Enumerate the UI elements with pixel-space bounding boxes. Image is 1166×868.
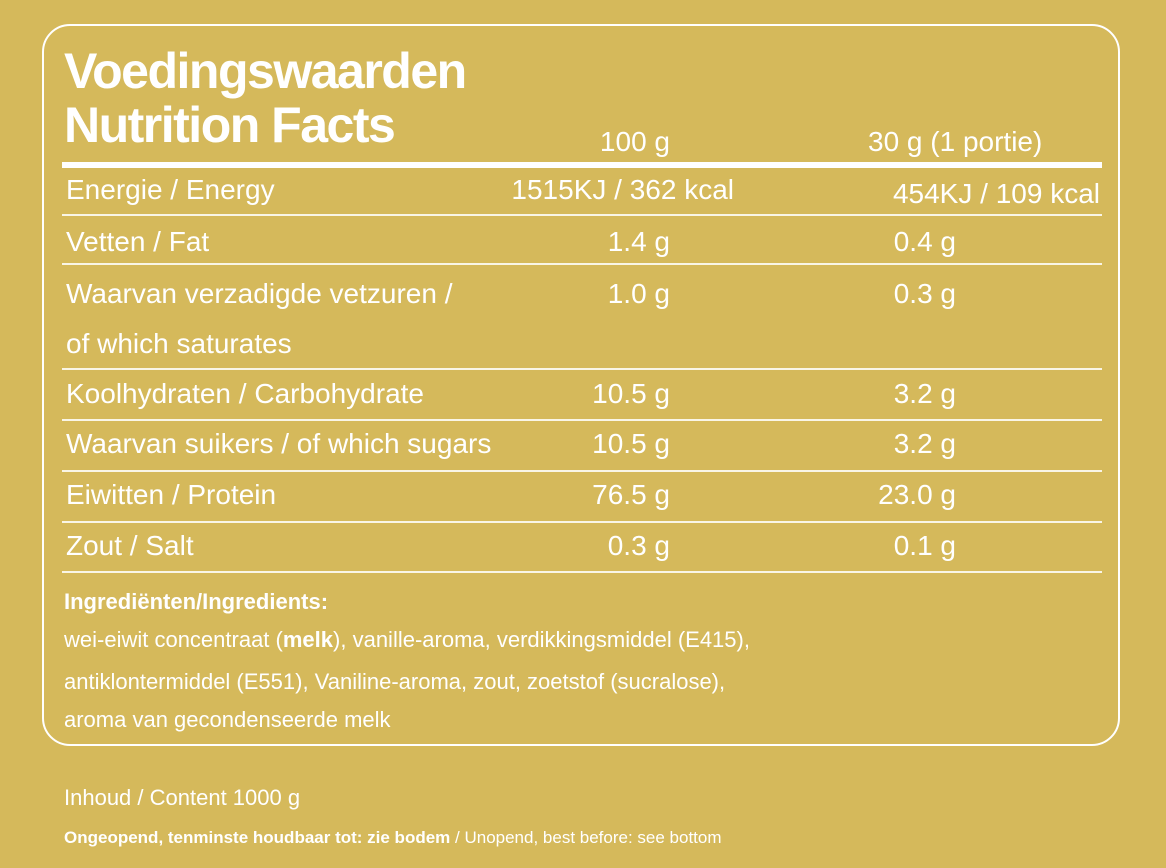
row-salt-100g: 0.3 g — [607, 530, 670, 561]
ingredients-line-3: aroma van gecondenseerde melk — [64, 707, 391, 732]
row-salt-label: Zout / Salt — [66, 530, 194, 561]
best-before-note: Ongeopend, tenminste houdbaar tot: zie b… — [64, 826, 722, 850]
row-protein-label: Eiwitten / Protein — [66, 479, 277, 510]
row-divider — [62, 419, 1102, 421]
row-saturates-portion: 0.3 g — [893, 278, 956, 309]
row-divider — [62, 470, 1102, 472]
row-protein-portion: 23.0 g — [878, 479, 956, 510]
nutrition-panel — [42, 24, 1120, 746]
best-before-english: / Unopend, best before: see bottom — [450, 828, 722, 847]
row-energy-portion: 454KJ / 109 kcal — [892, 178, 1100, 209]
column-header-100g: 100 g — [599, 126, 670, 157]
row-divider — [62, 214, 1102, 216]
ingredients-allergen: melk — [282, 627, 334, 652]
row-sugars-portion: 3.2 g — [893, 428, 956, 459]
row-protein-100g: 76.5 g — [592, 479, 670, 510]
row-sugars-label: Waarvan suikers / of which sugars — [66, 428, 492, 459]
row-saturates-label: Waarvan verzadigde vetzuren / — [66, 278, 453, 309]
best-before-dutch: Ongeopend, tenminste houdbaar tot: zie b… — [64, 828, 451, 847]
row-divider — [62, 368, 1102, 370]
row-saturates-label-line2: of which saturates — [66, 328, 292, 359]
row-carbohydrate-label: Koolhydraten / Carbohydrate — [66, 378, 424, 409]
ingredients-line-1-pre: wei-eiwit concentraat ( — [64, 627, 283, 652]
ingredients-line-1-post: ), vanille-aroma, verdikkingsmiddel (E41… — [333, 627, 750, 652]
ingredients-title: Ingrediënten/Ingredients: — [64, 589, 329, 614]
title-dutch: Voedingswaarden — [64, 43, 467, 99]
row-fat-portion: 0.4 g — [893, 226, 956, 257]
row-sugars-100g: 10.5 g — [592, 428, 670, 459]
ingredients-line-2: antiklontermiddel (E551), Vaniline-aroma… — [64, 669, 726, 694]
ingredients-line-1: wei-eiwit concentraat (melk), vanille-ar… — [64, 626, 750, 654]
content-weight: Inhoud / Content 1000 g — [64, 785, 301, 810]
row-carbohydrate-100g: 10.5 g — [592, 378, 670, 409]
row-fat-100g: 1.4 g — [607, 226, 670, 257]
column-header-portion: 30 g (1 portie) — [868, 126, 1043, 157]
header-rule — [62, 162, 1102, 168]
row-saturates-100g: 1.0 g — [607, 278, 670, 309]
title-english: Nutrition Facts — [64, 97, 396, 153]
row-divider — [62, 521, 1102, 523]
row-divider — [62, 263, 1102, 265]
row-fat-label: Vetten / Fat — [66, 226, 210, 257]
row-carbohydrate-portion: 3.2 g — [893, 378, 956, 409]
row-salt-portion: 0.1 g — [893, 530, 956, 561]
row-energy-100g: 1515KJ / 362 kcal — [511, 174, 734, 205]
row-energy-label: Energie / Energy — [66, 174, 275, 205]
row-divider — [62, 571, 1102, 573]
